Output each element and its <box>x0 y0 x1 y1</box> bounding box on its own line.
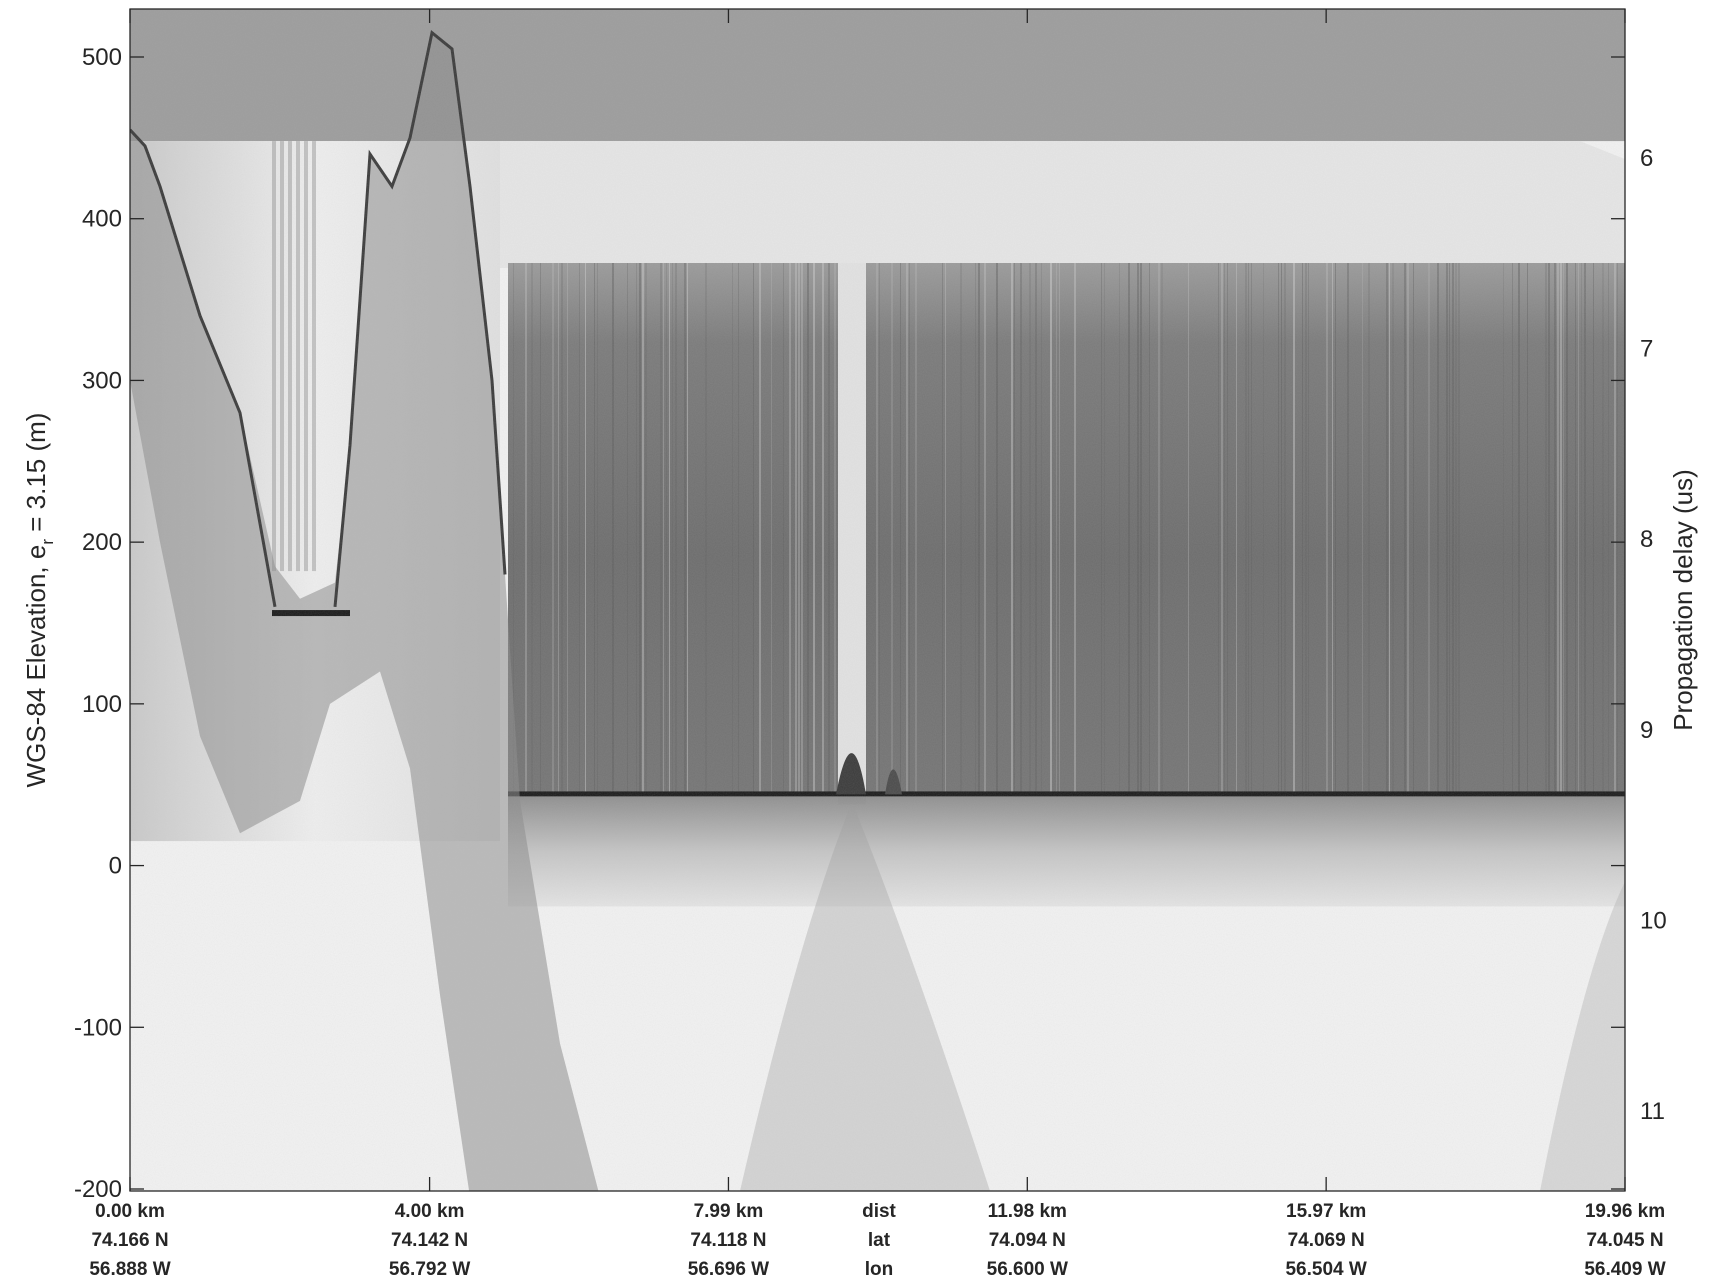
left-axis-title-subscript: r <box>38 539 57 545</box>
plot-frame <box>129 8 1626 1192</box>
x-tick-label-lon: 56.792 W <box>389 1259 470 1276</box>
left-tick-label: -200 <box>74 1176 122 1203</box>
right-y-axis: 6 7 8 9 10 11 <box>1640 145 1667 1125</box>
x-tick-label-lon: 56.409 W <box>1584 1259 1665 1276</box>
speckle-noise <box>130 9 1625 1191</box>
x-tick-label-lon: 56.504 W <box>1285 1259 1366 1276</box>
x-axis-labels: 0.00 km 74.166 N 56.888 W 4.00 km 74.142 N 56… <box>89 9 1666 1276</box>
row-label-lat: lat <box>868 1230 891 1251</box>
x-tick-label-dist: 15.97 km <box>1286 1201 1366 1222</box>
right-tick-label: 9 <box>1640 717 1653 744</box>
left-tick-label: 400 <box>82 206 122 233</box>
left-axis-title: WGS-84 Elevation, er = 3.15 (m) <box>21 413 57 788</box>
left-axis-title-main: WGS-84 Elevation, e <box>21 545 51 788</box>
x-tick-label-dist: 7.99 km <box>694 1201 764 1222</box>
x-tick-label-lon: 56.600 W <box>987 1259 1068 1276</box>
x-tick-label-lon: 56.696 W <box>688 1259 769 1276</box>
x-tick-label-lat: 74.094 N <box>989 1230 1066 1251</box>
left-axis-title-suffix: = 3.15 (m) <box>21 413 51 539</box>
row-label-dist: dist <box>862 1201 896 1222</box>
right-tick-label: 7 <box>1640 336 1653 363</box>
right-axis-title: Propagation delay (us) <box>1668 469 1698 731</box>
x-tick-label-lat: 74.069 N <box>1288 1230 1365 1251</box>
right-tick-label: 8 <box>1640 526 1653 553</box>
right-tick-label: 6 <box>1640 145 1653 172</box>
echogram-image <box>130 9 1625 1191</box>
x-tick-label-lat: 74.142 N <box>391 1230 468 1251</box>
left-tick-label: 200 <box>82 529 122 556</box>
x-tick-label-lon: 56.888 W <box>89 1259 170 1276</box>
x-tick-label-dist: 4.00 km <box>395 1201 465 1222</box>
right-tick-label: 11 <box>1640 1098 1665 1125</box>
x-tick-label-dist: 11.98 km <box>988 1201 1067 1222</box>
left-tick-label: 0 <box>109 853 122 880</box>
left-tick-label: 300 <box>82 367 122 394</box>
x-tick-label-lat: 74.045 N <box>1586 1230 1663 1251</box>
x-tick-label-dist: 0.00 km <box>95 1201 165 1222</box>
right-tick-label: 10 <box>1640 907 1667 934</box>
row-label-lon: lon <box>865 1259 894 1276</box>
left-tick-label: 500 <box>82 44 122 71</box>
left-y-axis: 500 400 300 200 100 0 -100 -200 <box>74 44 1625 1203</box>
left-tick-label: -100 <box>74 1014 122 1041</box>
left-tick-label: 100 <box>82 691 122 718</box>
x-tick-label-dist: 19.96 km <box>1585 1201 1665 1222</box>
x-tick-label-lat: 74.166 N <box>91 1230 168 1251</box>
x-tick-label-lat: 74.118 N <box>690 1230 766 1251</box>
